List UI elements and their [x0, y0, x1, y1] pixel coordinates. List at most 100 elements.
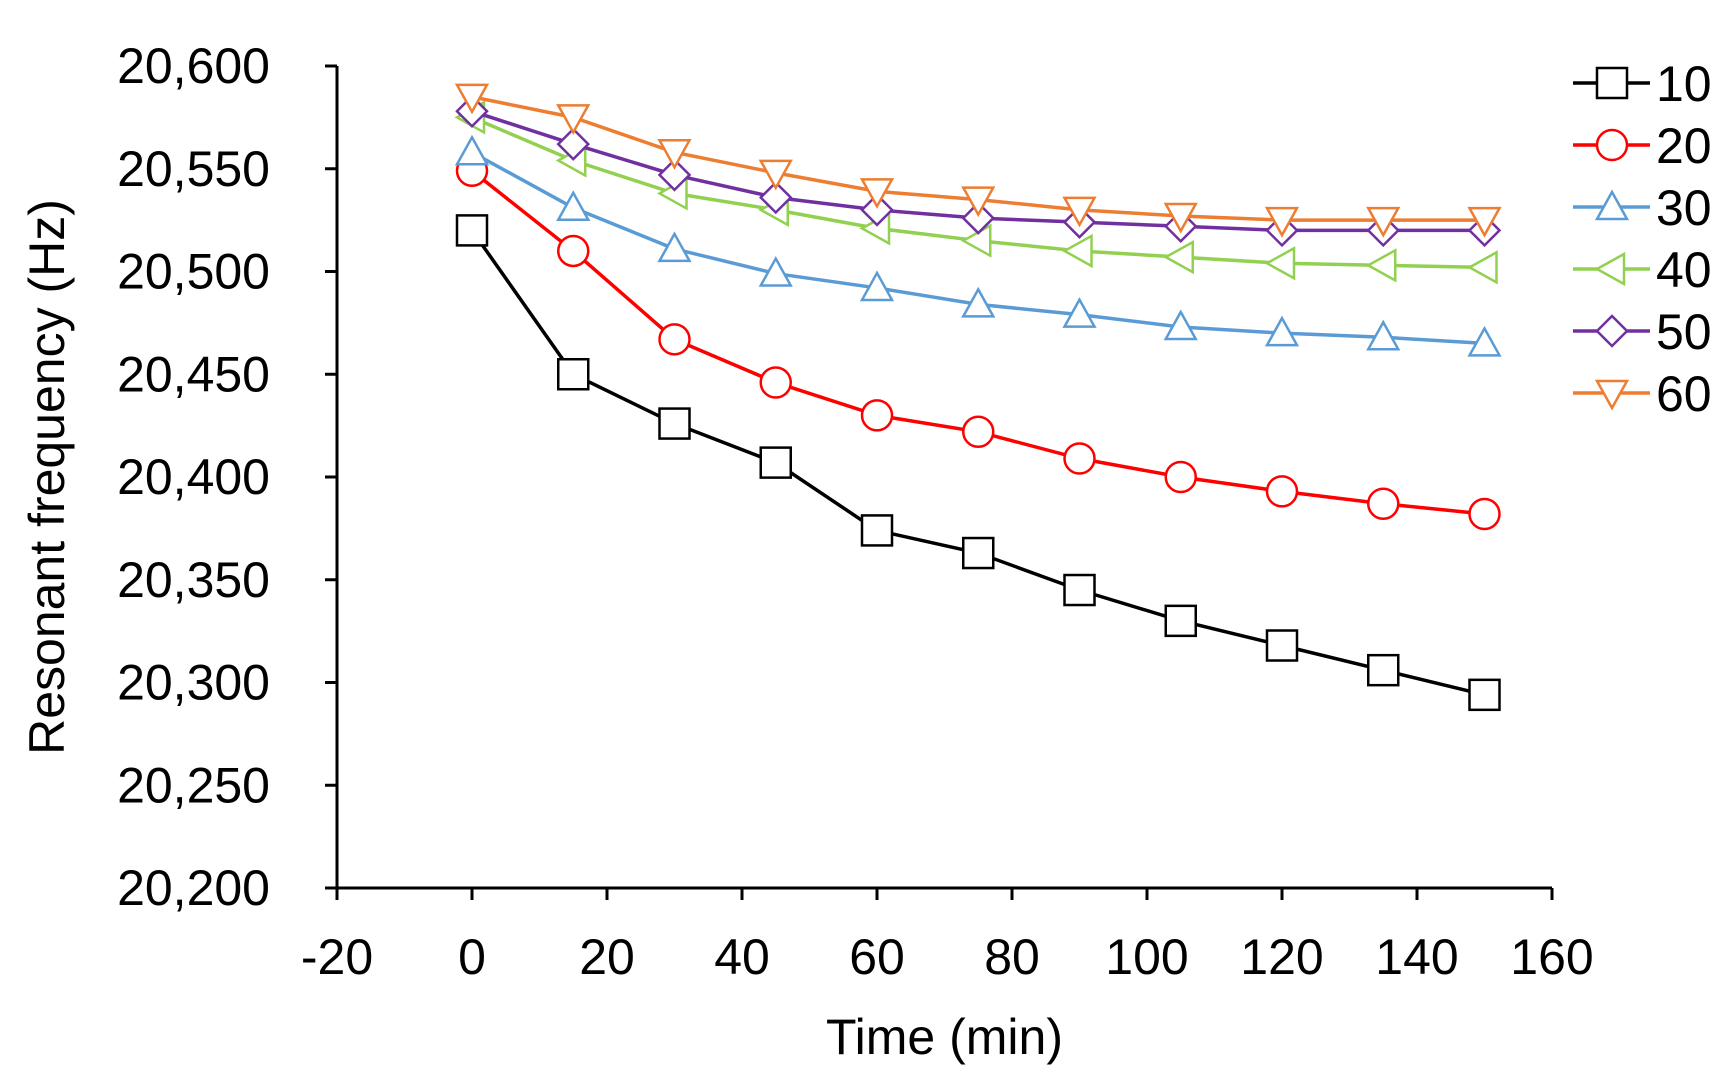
legend-item-20: 20: [1573, 118, 1712, 174]
x-tick-label: 100: [1105, 929, 1188, 985]
data-point-30: [454, 134, 490, 166]
data-point-60: [961, 186, 996, 218]
legend-marker: [1595, 314, 1629, 348]
y-tick-label: 20,600: [117, 38, 270, 94]
legend-marker: [1595, 128, 1629, 162]
data-point-20: [1367, 487, 1400, 520]
legend-label: 40: [1656, 242, 1712, 298]
legend-marker: [1595, 66, 1629, 100]
data-point-40: [1061, 233, 1093, 269]
series-60: [454, 83, 1502, 238]
legend-label: 60: [1656, 366, 1712, 422]
series-10: [455, 214, 1501, 712]
data-point-20: [759, 366, 792, 399]
data-point-50: [758, 180, 793, 215]
data-point-10: [860, 514, 894, 547]
y-tick-label: 20,200: [117, 860, 270, 916]
legend-item-60: 60: [1573, 366, 1712, 422]
data-point-10: [1367, 653, 1400, 687]
legend-label: 20: [1656, 118, 1712, 174]
series-40: [454, 100, 1498, 285]
data-point-10: [1164, 604, 1197, 638]
data-point-20: [962, 415, 995, 449]
data-point-60: [657, 139, 692, 170]
legend-marker: [1594, 379, 1630, 411]
x-tick-label: 80: [984, 929, 1040, 985]
data-point-40: [1466, 250, 1498, 285]
data-point-10: [962, 536, 995, 570]
data-point-60: [1264, 206, 1300, 238]
data-point-60: [1366, 206, 1401, 238]
data-point-30: [556, 190, 591, 222]
legend-item-50: 50: [1573, 304, 1712, 360]
data-point-20: [658, 323, 691, 356]
series-30: [454, 134, 1502, 357]
y-tick-label: 20,500: [117, 244, 270, 300]
data-point-30: [859, 270, 895, 302]
data-point-60: [1062, 196, 1097, 228]
data-point-30: [961, 286, 996, 318]
x-axis-title: Time (min): [826, 1009, 1063, 1065]
x-tick-label: 60: [849, 929, 905, 985]
x-tick-label: 120: [1240, 929, 1323, 985]
data-point-60: [859, 178, 895, 209]
data-point-60: [454, 83, 490, 115]
data-point-60: [758, 159, 793, 191]
series-layer: [454, 83, 1502, 712]
legend-item-40: 40: [1573, 242, 1712, 298]
data-point-30: [657, 231, 692, 263]
x-tick-label: 0: [458, 929, 486, 985]
data-point-30: [1467, 325, 1502, 357]
legend-label: 30: [1656, 180, 1712, 236]
data-point-60: [1467, 206, 1502, 238]
y-tick-label: 20,350: [117, 552, 270, 608]
y-tick-label: 20,250: [117, 757, 270, 813]
y-tick-label: 20,300: [117, 655, 270, 711]
data-point-50: [961, 201, 996, 235]
data-point-30: [1163, 309, 1198, 341]
legend-item-30: 30: [1573, 180, 1712, 236]
y-axis-title: Resonant frequency (Hz): [19, 199, 75, 755]
y-tick-label: 20,450: [117, 346, 270, 402]
data-point-30: [1062, 297, 1097, 328]
data-point-20: [860, 399, 894, 432]
data-point-10: [1468, 678, 1501, 712]
data-point-60: [556, 104, 591, 135]
data-point-60: [1163, 202, 1198, 234]
data-point-10: [1063, 573, 1096, 607]
data-point-40: [1264, 246, 1296, 281]
data-point-40: [1365, 248, 1397, 283]
data-point-40: [1163, 239, 1194, 275]
x-tick-label: 40: [714, 929, 770, 985]
data-point-10: [557, 358, 590, 391]
series-20: [455, 154, 1501, 531]
data-point-30: [758, 255, 793, 287]
data-point-10: [658, 407, 691, 440]
data-point-20: [1468, 497, 1501, 531]
data-point-30: [1264, 315, 1300, 347]
data-point-20: [1063, 442, 1096, 475]
legend-marker: [1594, 189, 1630, 221]
x-tick-label: 160: [1510, 929, 1593, 985]
data-point-20: [1265, 475, 1299, 508]
data-point-50: [556, 127, 591, 161]
data-point-50: [657, 158, 692, 192]
legend-label: 50: [1656, 304, 1712, 360]
data-point-50: [860, 193, 894, 227]
y-tick-label: 20,400: [117, 449, 270, 505]
x-tick-label: -20: [301, 929, 373, 985]
x-tick-label: 20: [579, 929, 635, 985]
axes: 20,200 20,250 20,300 20,350 20,400 20,450 20,5…: [117, 38, 1594, 985]
data-point-20: [557, 234, 590, 268]
y-tick-label: 20,550: [117, 141, 270, 197]
data-point-10: [455, 214, 489, 247]
data-point-10: [1265, 629, 1299, 662]
data-point-30: [1366, 319, 1401, 351]
legend: 10 20 30 40 50 60: [1573, 56, 1712, 422]
data-point-10: [759, 446, 792, 479]
data-point-20: [1164, 460, 1197, 494]
legend-marker: [1594, 251, 1626, 287]
legend-item-10: 10: [1573, 56, 1712, 112]
